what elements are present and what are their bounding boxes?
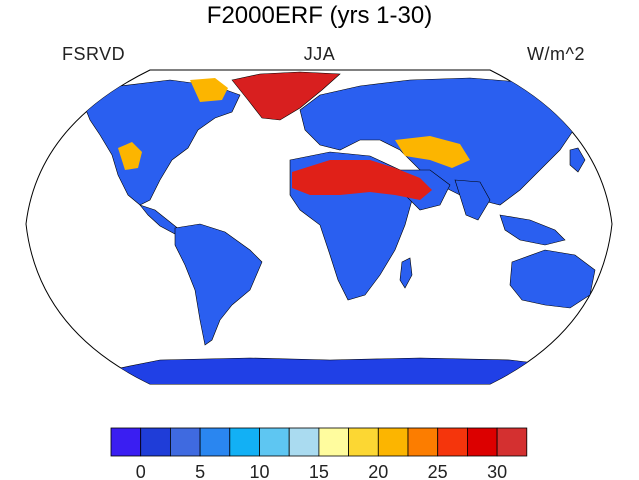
- map-title: F2000ERF (yrs 1-30): [206, 2, 433, 29]
- scandinavia-warm: [190, 78, 228, 102]
- colorbar-swatch: [110, 427, 142, 457]
- southeast-asia: [499, 214, 566, 246]
- colorbar-swatch: [466, 427, 498, 457]
- india: [454, 179, 491, 221]
- australia: [509, 249, 596, 309]
- land-layer: [39, 71, 612, 384]
- colorbar-swatch: [199, 427, 231, 457]
- colorbar-swatch: [318, 427, 349, 457]
- season-label: JJA: [303, 44, 336, 64]
- colorbar-swatch: [169, 427, 201, 457]
- units-label: W/m^2: [527, 44, 585, 64]
- colorbar-swatch: [496, 427, 528, 457]
- colorbar-tick-label: 0: [136, 462, 146, 480]
- colorbar-swatch: [348, 427, 379, 457]
- colorbar-tick-label: 30: [487, 462, 507, 480]
- greenland: [231, 71, 341, 121]
- south-america: [174, 223, 263, 346]
- colorbar-swatch: [407, 427, 439, 457]
- madagascar: [399, 257, 413, 289]
- colorbar-swatch: [140, 427, 171, 457]
- colorbar-swatch: [259, 427, 290, 457]
- southwest-us-warm: [118, 142, 142, 170]
- colorbar-swatch: [288, 427, 320, 457]
- variable-label: FSRVD: [62, 44, 126, 64]
- colorbar-tick-label: 20: [368, 462, 388, 480]
- colorbar-swatch: [229, 427, 260, 457]
- japan: [569, 147, 586, 173]
- colorbar-tick-label: 25: [428, 462, 448, 480]
- colorbar-tick-label: 15: [309, 462, 329, 480]
- colorbar: 0 5 10 15 20 25 30: [110, 427, 528, 480]
- colorbar-tick-label: 5: [195, 462, 205, 480]
- new-zealand: [603, 304, 612, 323]
- middle-east-warm: [395, 136, 470, 168]
- colorbar-swatch: [437, 427, 468, 457]
- colorbar-tick-label: 10: [249, 462, 269, 480]
- sahara-hotspot: [292, 160, 432, 200]
- colorbar-swatch: [377, 427, 409, 457]
